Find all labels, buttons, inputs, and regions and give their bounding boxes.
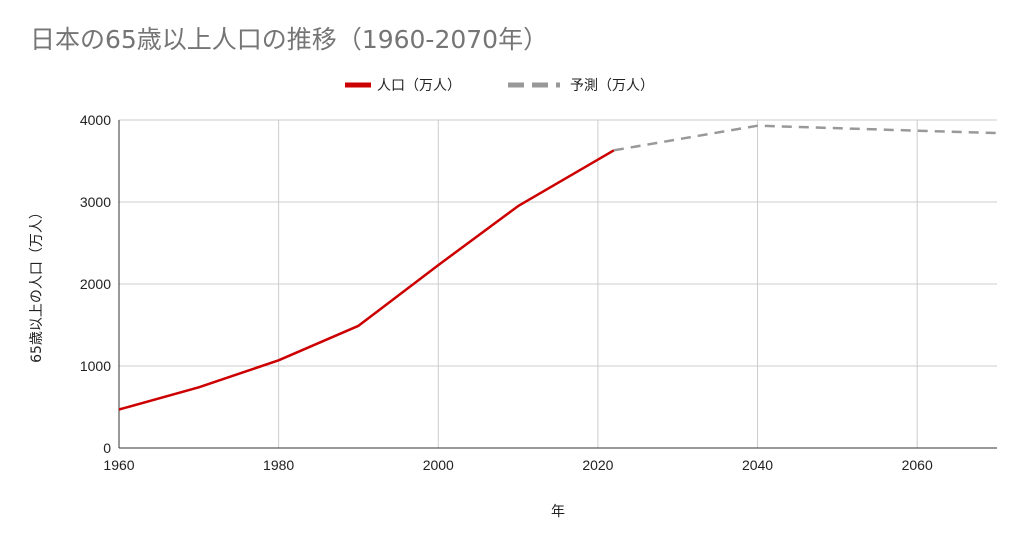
y-tick-label: 2000 [80,276,111,292]
x-tick-label: 1980 [263,457,294,473]
series-line-1 [613,124,998,152]
legend-label-0: 人口（万人） [377,78,461,94]
y-axis-title: 65歳以上の人口（万人） [29,205,45,363]
series [118,124,998,411]
series-line-0 [118,149,615,411]
chart-title: 日本の65歳以上人口の推移（1960-2070年） [30,25,549,54]
gridlines [119,119,997,448]
x-tick-label: 2060 [902,457,933,473]
y-tick-label: 3000 [80,194,111,210]
x-tick-label: 2040 [742,457,773,473]
legend-label-1: 予測（万人） [570,78,654,94]
x-tick-label: 2000 [423,457,454,473]
y-tick-label: 4000 [80,112,111,128]
axes: 0 1000 2000 3000 4000 1960 1980 2000 2020 2040 206… [80,112,997,473]
y-tick-label: 0 [103,440,111,456]
x-tick-label: 1960 [103,457,134,473]
y-tick-label: 1000 [80,358,111,374]
legend: 人口（万人） 予測（万人） [345,78,654,94]
x-axis-title: 年 [551,504,565,520]
x-tick-label: 2020 [582,457,613,473]
